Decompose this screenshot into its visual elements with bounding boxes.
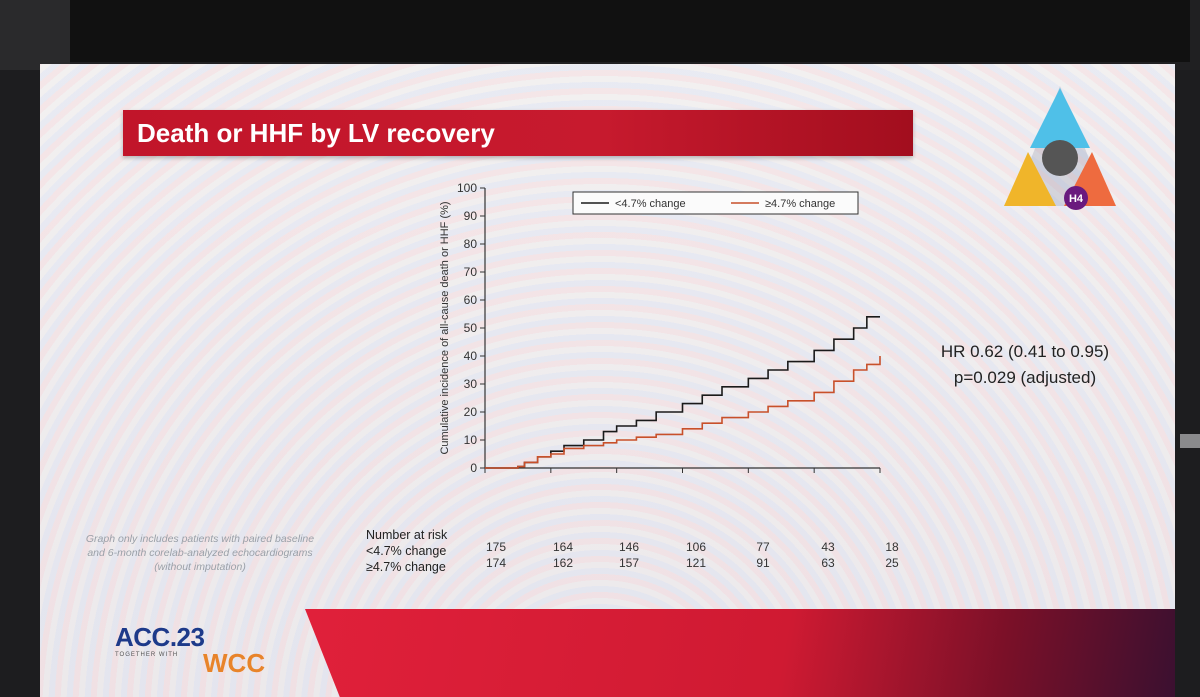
y-tick-label: 30 — [464, 377, 478, 391]
y-tick-label: 100 — [457, 181, 477, 195]
risk-cell: 63 — [821, 556, 835, 570]
y-tick-label: 70 — [464, 265, 478, 279]
risk-row-label-low: <4.7% change — [366, 544, 447, 558]
y-tick-label: 0 — [470, 461, 477, 475]
risk-cell: 157 — [618, 556, 640, 570]
risk-cell: 18 — [885, 540, 899, 554]
risk-header: Number at risk — [366, 528, 448, 542]
room-background — [0, 0, 1200, 70]
km-chart: 01020304050607080901000123456Cumulative … — [439, 181, 881, 475]
risk-cell: 25 — [885, 556, 899, 570]
room-wall-top — [70, 0, 1190, 62]
y-tick-label: 20 — [464, 405, 478, 419]
slide-title: Death or HHF by LV recovery — [137, 118, 495, 148]
series-line-1 — [485, 356, 881, 469]
trial-logo-icon: H4 — [1004, 86, 1116, 210]
hazard-ratio-box: HR 0.62 (0.41 to 0.95) p=0.029 (adjusted… — [930, 339, 1120, 391]
room-wall-left — [0, 0, 70, 70]
acc-logo-sub: TOGETHER WITH — [115, 652, 179, 658]
legend-label-0: <4.7% change — [615, 198, 686, 210]
presentation-slide: Death or HHF by LV recovery H4 0 10 20 30 40… — [40, 64, 1175, 697]
risk-cell: 91 — [756, 556, 770, 570]
title-banner: Death or HHF by LV recovery — [123, 110, 913, 156]
number-at-risk-table: Number at risk <4.7% change ≥4.7% change… — [366, 528, 926, 578]
risk-cell: 121 — [685, 556, 707, 570]
risk-cell: 162 — [552, 556, 574, 570]
risk-cell: 106 — [685, 540, 707, 554]
y-tick-label: 90 — [464, 209, 478, 223]
risk-cell: 164 — [552, 540, 574, 554]
y-tick-label: 80 — [464, 237, 478, 251]
logo-badge: H4 — [1069, 193, 1084, 205]
y-tick-label: 60 — [464, 293, 478, 307]
acc-logo-text: ACC.23 — [115, 622, 205, 652]
decorative-band — [305, 609, 1175, 697]
wcc-logo-text: WCC — [203, 648, 266, 678]
risk-cell: 77 — [756, 540, 770, 554]
conference-logo: ACC.23 TOGETHER WITH WCC — [115, 622, 265, 678]
y-tick-label: 10 — [464, 433, 478, 447]
y-axis-label: Cumulative incidence of all-cause death … — [439, 201, 451, 454]
risk-cell: 146 — [618, 540, 640, 554]
legend-label-1: ≥4.7% change — [765, 198, 835, 210]
screen-edge-tab — [1180, 434, 1200, 448]
risk-row-label-high: ≥4.7% change — [366, 560, 446, 574]
legend-box — [572, 191, 859, 215]
risk-cell: 43 — [821, 540, 835, 554]
risk-cell: 174 — [485, 556, 507, 570]
y-tick-label: 50 — [464, 321, 478, 335]
footnote: Graph only includes patients with paired… — [85, 533, 315, 573]
y-tick-label: 40 — [464, 349, 478, 363]
risk-cell: 175 — [485, 540, 507, 554]
p-value-text: p=0.029 (adjusted) — [953, 368, 1097, 387]
hazard-ratio-text: HR 0.62 (0.41 to 0.95) — [940, 342, 1110, 361]
